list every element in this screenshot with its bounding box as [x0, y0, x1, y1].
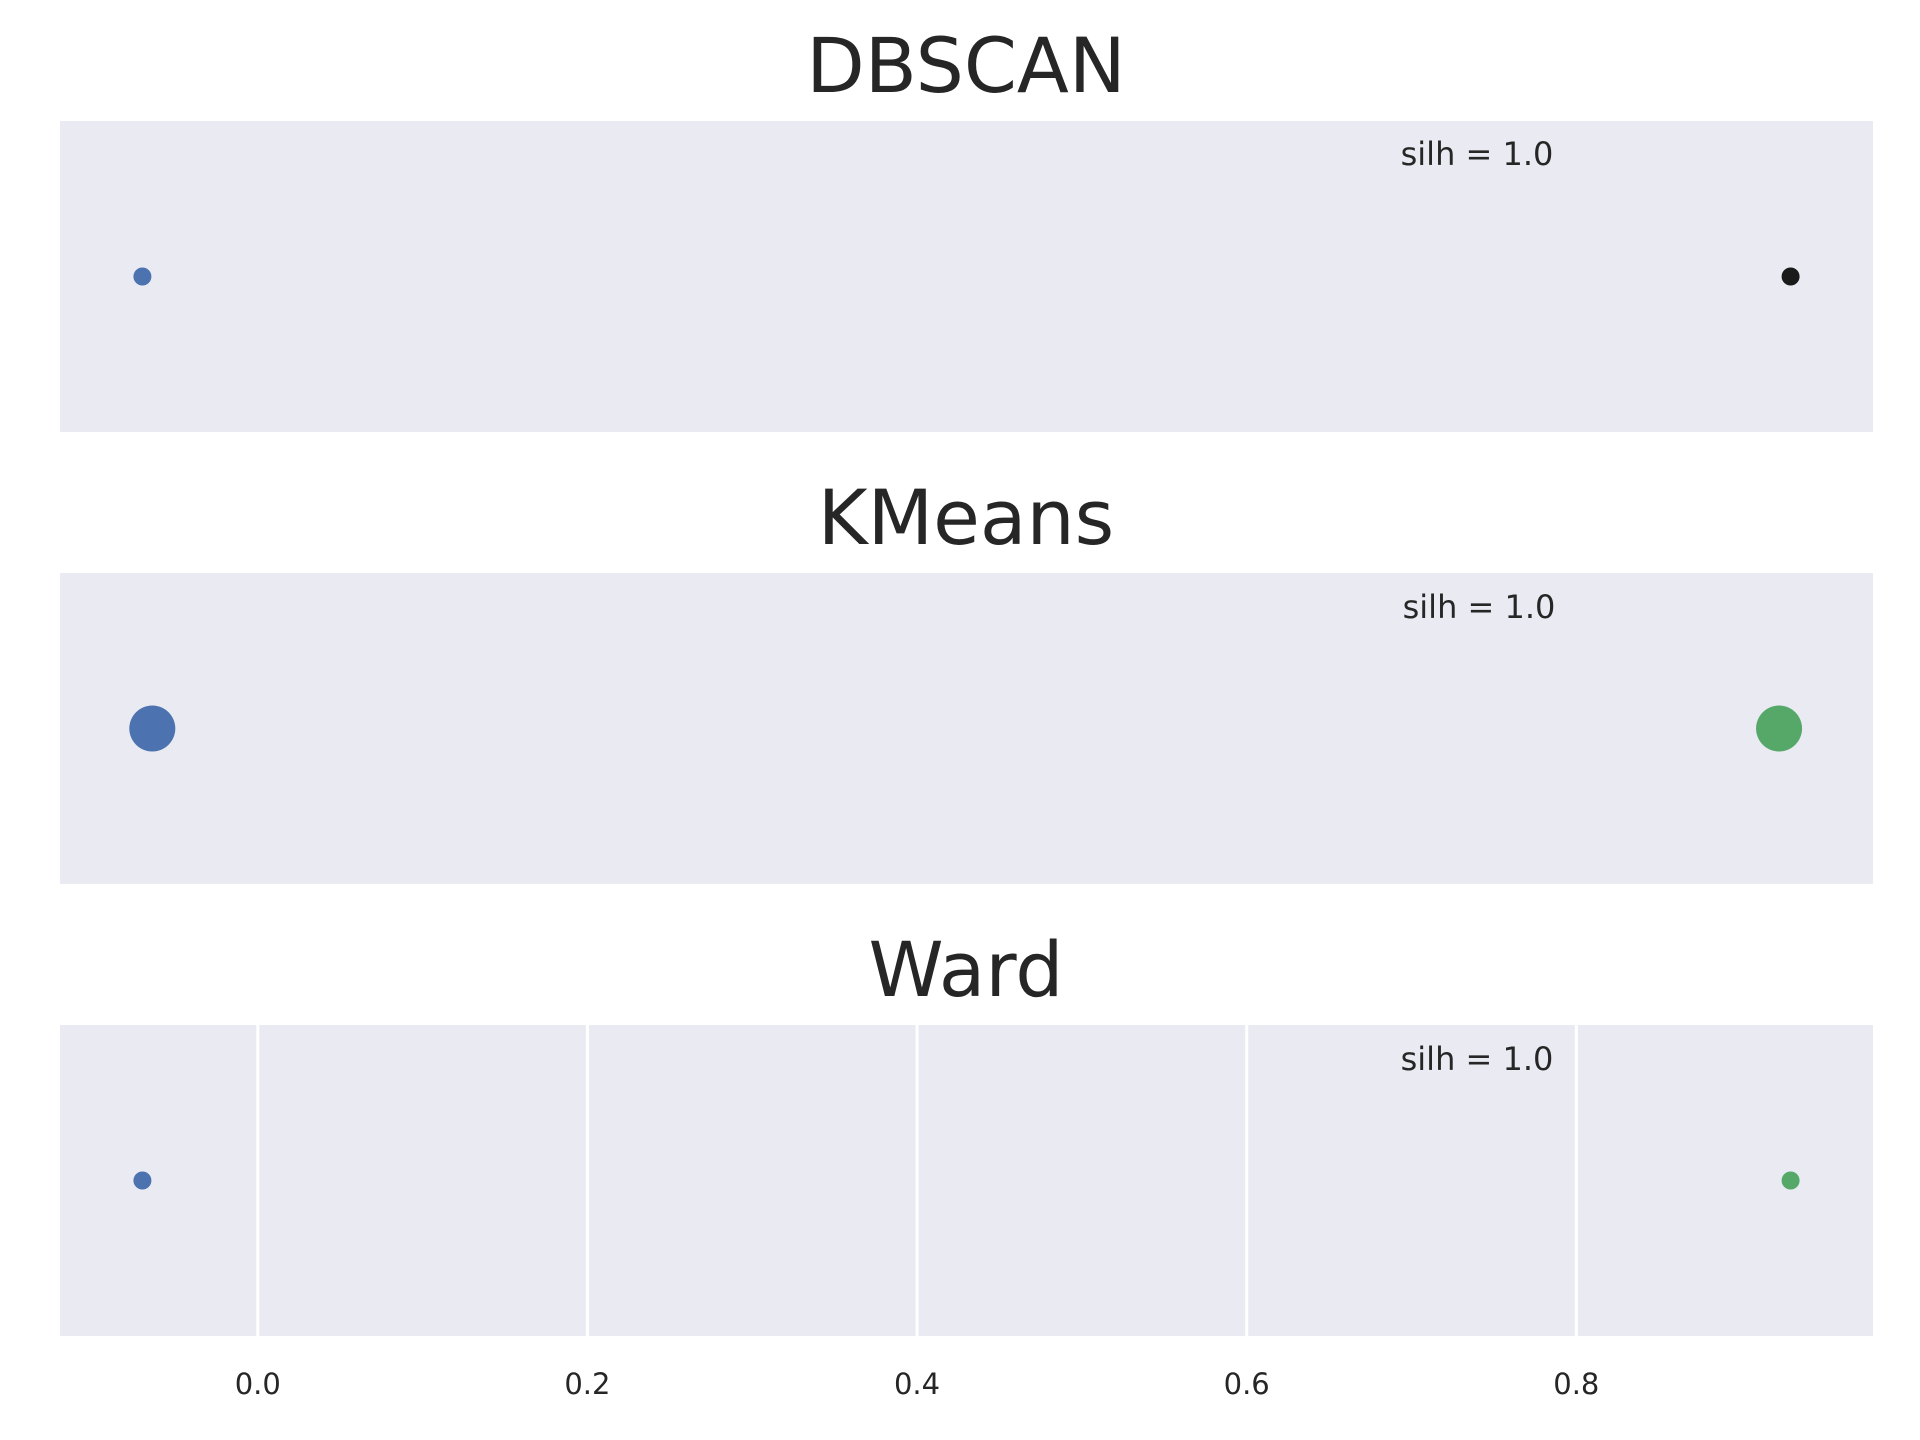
x-tick-label: 0.2: [564, 1367, 610, 1401]
panel-title-kmeans: KMeans: [818, 473, 1115, 562]
x-tick-label: 0.4: [894, 1367, 940, 1401]
marks-ward: [133, 1171, 1800, 1190]
panel-title-dbscan: DBSCAN: [806, 21, 1125, 110]
plot-area-dbscan: [60, 121, 1873, 432]
x-tick-label: 0.0: [235, 1367, 281, 1401]
x-tick-label: 0.8: [1553, 1367, 1599, 1401]
silhouette-label-ward: silh = 1.0: [1401, 1040, 1554, 1078]
data-point-0: [133, 1171, 152, 1190]
data-point-1: [1781, 267, 1800, 286]
plot-area-ward: [60, 1025, 1873, 1336]
data-point-0: [133, 267, 152, 286]
panel-kmeans: KMeans silh = 1.0: [60, 473, 1873, 884]
silhouette-label-kmeans: silh = 1.0: [1403, 588, 1556, 626]
x-tick-label: 0.6: [1224, 1367, 1270, 1401]
data-point-1: [1756, 705, 1803, 752]
marks-kmeans: [129, 705, 1803, 752]
panel-dbscan: DBSCAN silh = 1.0: [60, 21, 1873, 432]
plot-area-kmeans: [60, 573, 1873, 884]
data-point-0: [129, 705, 176, 752]
x-axis-ticks: 0.0 0.2 0.4 0.6 0.8: [235, 1367, 1600, 1401]
data-point-1: [1781, 1171, 1800, 1190]
panel-title-ward: Ward: [868, 925, 1063, 1014]
marks-dbscan: [133, 267, 1800, 286]
gridlines-ward: [256, 1025, 1578, 1336]
panel-ward: Ward silh = 1.0 0.0 0.2 0.4 0.6 0.8: [60, 925, 1873, 1401]
silhouette-label-dbscan: silh = 1.0: [1401, 135, 1554, 173]
